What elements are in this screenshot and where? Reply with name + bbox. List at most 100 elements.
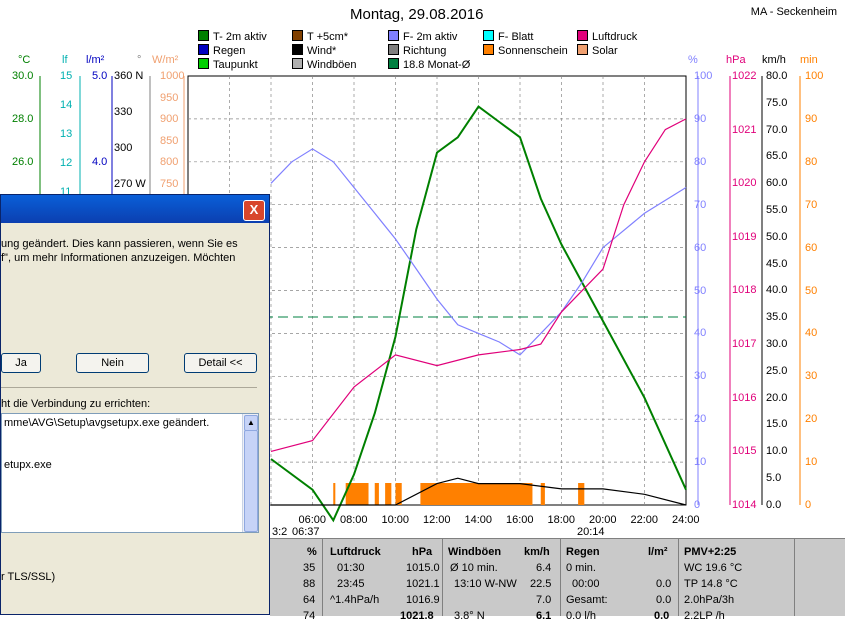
luft-label: 01:30 [337,562,365,574]
detail-line [4,444,256,458]
legend-label: Regen [213,45,246,57]
detail-line [4,430,256,444]
detail-button[interactable]: Detail << [184,353,257,373]
luft-value: 1021.1 [406,578,440,590]
detail-scrollbar[interactable]: ▲ [242,414,258,532]
series-line [270,105,687,523]
sunshine-bar [420,483,533,505]
boen-label: 13:10 W-NW [454,578,517,590]
legend-label: Luftdruck [592,31,638,43]
kmh-tick: 80.0 [766,70,788,82]
legend-label: F- 2m aktiv [403,31,458,43]
no-button[interactable]: Nein [76,353,149,373]
pct-value: 35 [303,562,316,574]
kmh-tick: 0.0 [766,498,782,511]
dialog-titlebar[interactable]: X [1,195,269,223]
col-regen-unit: l/m² [648,546,668,558]
legend-label: T- 2m aktiv [213,31,267,43]
x-tick: 16:00 [506,514,534,526]
series-line [271,477,687,506]
regen-label: 00:00 [572,578,600,590]
pct-tick: 10 [694,456,707,469]
direction-tick: 300 [114,142,133,154]
min-tick: 20 [805,413,818,426]
min-tick: 40 [805,327,818,340]
boen-value: 6.1 [536,610,552,622]
kmh-tick: 10.0 [766,445,788,458]
boen-value: 6.4 [536,562,552,574]
pmv-value: 2.0hPa/3h [684,594,735,606]
chart-title: Montag, 29.08.2016 [350,6,484,23]
sunrise-prefix: 3:2 [272,526,288,538]
lf-tick: 13 [60,128,73,140]
axis-unit: hPa [726,54,746,66]
legend-swatch [483,30,494,41]
legend-swatch [292,30,303,41]
yes-button[interactable]: Ja [1,353,41,373]
legend-item: F- Blatt [483,30,533,43]
dialog-message: ung geändert. Dies kann passieren, wenn … [1,237,238,265]
col-regen-header: Regen [566,546,600,558]
min-tick: 100 [805,70,824,82]
scroll-thumb[interactable] [244,430,258,532]
hpa-tick: 1014 [732,498,757,511]
legend-label: Solar [592,45,618,57]
dialog-message-line1: ung geändert. Dies kann passieren, wenn … [1,238,238,250]
boen-label: 3.8° N [454,610,485,622]
legend-item: T +5cm* [292,30,348,43]
pmv-value: TP 14.8 °C [684,578,738,590]
dialog-divider [1,387,257,388]
hpa-tick: 1021 [732,123,757,136]
legend-item: Regen [198,44,245,57]
hpa-tick: 1015 [732,445,757,458]
regen-label: 0 min. [566,562,596,574]
kmh-tick: 75.0 [766,96,788,109]
col-pmv-header: PMV+2:25 [684,546,737,558]
legend-label: T +5cm* [307,31,349,43]
legend-item: T- 2m aktiv [198,30,267,43]
detail-textbox[interactable]: mme\AVG\Setup\avgsetupx.exe geändert. et… [1,413,259,533]
series-line [270,148,687,356]
min-tick: 30 [805,370,818,383]
pct-value: 64 [303,594,316,606]
x-tick: 18:00 [547,514,576,526]
sunshine-bar [333,483,336,505]
luft-value: 1016.9 [406,594,440,606]
luft-value: 1021.8 [400,610,434,622]
sunrise-time: 06:37 [292,526,320,538]
col-boen-header: Windböen [448,546,502,558]
x-tick: 06:00 [298,514,327,526]
axis-unit: ° [137,54,142,66]
legend-item: Richtung [388,44,446,57]
min-tick: 60 [805,241,818,254]
temp-tick: 26.0 [12,156,34,168]
series-line [270,118,687,452]
close-icon[interactable]: X [243,200,265,221]
scroll-up-icon[interactable]: ▲ [244,415,258,431]
ssl-line: r TLS/SSL) [1,571,56,583]
lf-tick: 15 [60,70,73,82]
col-boen-unit: km/h [524,546,550,558]
luft-label: ^1.4hPa/h [330,594,380,606]
kmh-tick: 30.0 [766,338,788,350]
kmh-tick: 70.0 [766,123,788,136]
kmh-tick: 45.0 [766,257,788,270]
regen-value: 0.0 [656,578,672,590]
min-tick: 10 [805,456,818,469]
detail-line: mme\AVG\Setup\avgsetupx.exe geändert. [4,417,210,429]
kmh-tick: 15.0 [766,418,788,431]
direction-tick: 330 [114,106,133,118]
hpa-tick: 1022 [732,70,757,82]
hpa-tick: 1018 [732,284,757,297]
direction-tick: 270 W [114,178,146,190]
station-name: MA - Seckenheim [750,6,837,18]
col-pct-header: % [307,546,317,558]
kmh-tick: 20.0 [766,391,788,404]
pct-tick: 80 [694,155,707,168]
rain-tick: 5.0 [92,70,108,82]
lf-tick: 11 [60,186,72,198]
error-dialog: X ung geändert. Dies kann passieren, wen… [0,194,270,615]
solar-tick: 750 [160,177,179,190]
axis-unit: % [688,54,698,66]
legend-swatch [577,30,588,41]
